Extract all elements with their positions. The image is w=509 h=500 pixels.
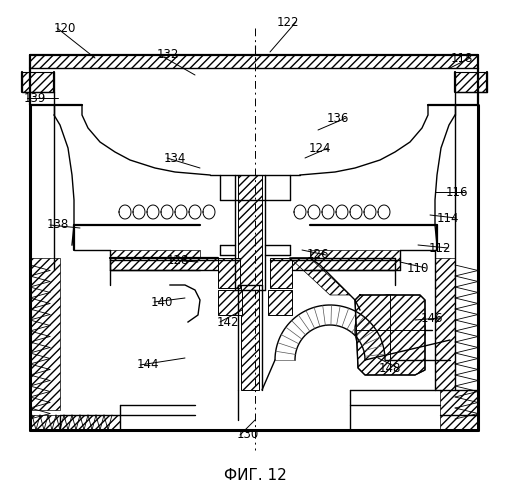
Text: 126: 126 [306,248,329,262]
Text: 116: 116 [445,186,467,198]
Text: 139: 139 [24,92,46,104]
Circle shape [385,326,393,334]
Bar [241,285,259,390]
Text: 144: 144 [136,358,159,372]
Text: 134: 134 [163,152,186,164]
Bar [22,72,54,92]
Circle shape [354,295,424,365]
Text: 120: 120 [54,22,76,35]
Text: 142: 142 [216,316,239,328]
Text: 136: 136 [326,112,349,124]
Bar [267,290,292,315]
Bar [30,415,120,430]
Text: 138: 138 [47,218,69,232]
Polygon shape [110,250,200,270]
Bar [238,175,262,285]
Text: 128: 128 [166,254,189,266]
Bar [30,55,477,68]
Bar [110,258,217,270]
Text: 110: 110 [406,262,429,274]
Text: 146: 146 [420,312,442,324]
Bar [434,258,454,390]
Text: 148: 148 [378,362,401,374]
Bar [292,258,394,270]
Bar [454,72,486,92]
Text: 112: 112 [428,242,450,254]
Text: 140: 140 [151,296,173,308]
Text: 122: 122 [276,16,299,28]
Bar [269,258,292,288]
Text: 132: 132 [156,48,179,62]
Polygon shape [309,250,399,270]
Bar [30,258,60,410]
Text: 124: 124 [308,142,331,154]
Polygon shape [290,258,349,295]
Bar [217,290,242,315]
Polygon shape [354,295,424,375]
Text: 130: 130 [236,428,259,442]
Bar [217,258,240,288]
Text: 118: 118 [450,52,472,64]
Bar [439,390,477,430]
Text: ФИГ. 12: ФИГ. 12 [223,468,286,482]
Text: 114: 114 [436,212,458,224]
